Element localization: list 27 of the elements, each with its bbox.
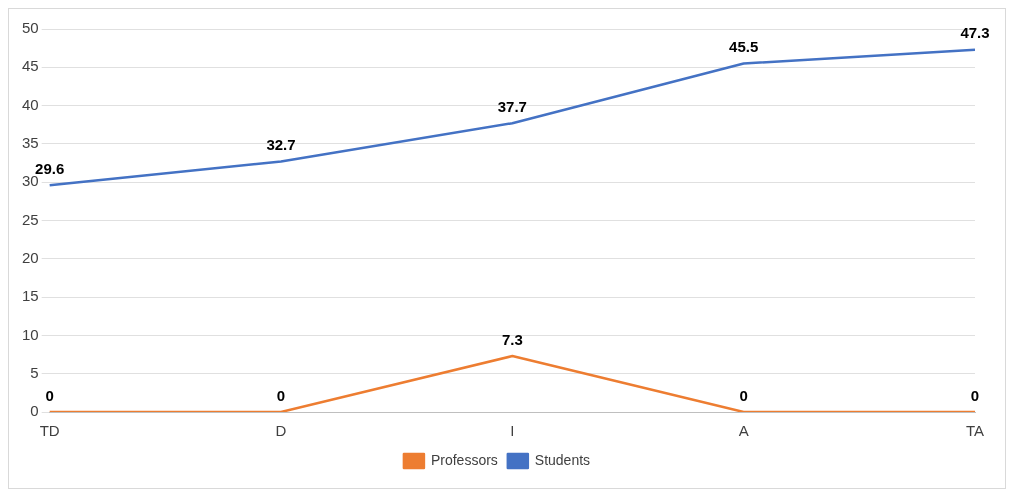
y-tick-label: 50	[22, 19, 39, 37]
data-label: 0	[739, 386, 748, 404]
legend-label: Students	[534, 451, 591, 468]
x-tick-label: A	[738, 422, 749, 440]
x-tick-label: TA	[965, 422, 985, 440]
y-tick-label: 0	[30, 402, 39, 420]
y-tick-label: 45	[22, 57, 39, 75]
y-tick-label: 35	[22, 134, 39, 152]
data-label: 29.6	[35, 159, 65, 177]
x-tick-label: TD	[39, 422, 60, 440]
legend-label: Professors	[430, 451, 498, 468]
data-label: 0	[276, 386, 286, 404]
data-label: 45.5	[729, 38, 759, 56]
y-tick-label: 40	[22, 95, 39, 113]
data-label: 7.3	[501, 330, 523, 348]
data-label: 47.3	[960, 24, 990, 42]
y-tick-label: 15	[22, 287, 39, 305]
y-tick-label: 10	[22, 325, 39, 343]
x-tick-label: I	[510, 422, 515, 440]
x-tick-label: D	[275, 422, 287, 440]
y-tick-label: 5	[30, 363, 39, 381]
y-tick-label: 20	[22, 248, 39, 266]
data-label: 37.7	[497, 97, 527, 115]
y-tick-label: 25	[22, 210, 39, 228]
data-label: 0	[45, 386, 54, 404]
data-label: 0	[970, 386, 980, 404]
data-label: 32.7	[266, 136, 296, 154]
